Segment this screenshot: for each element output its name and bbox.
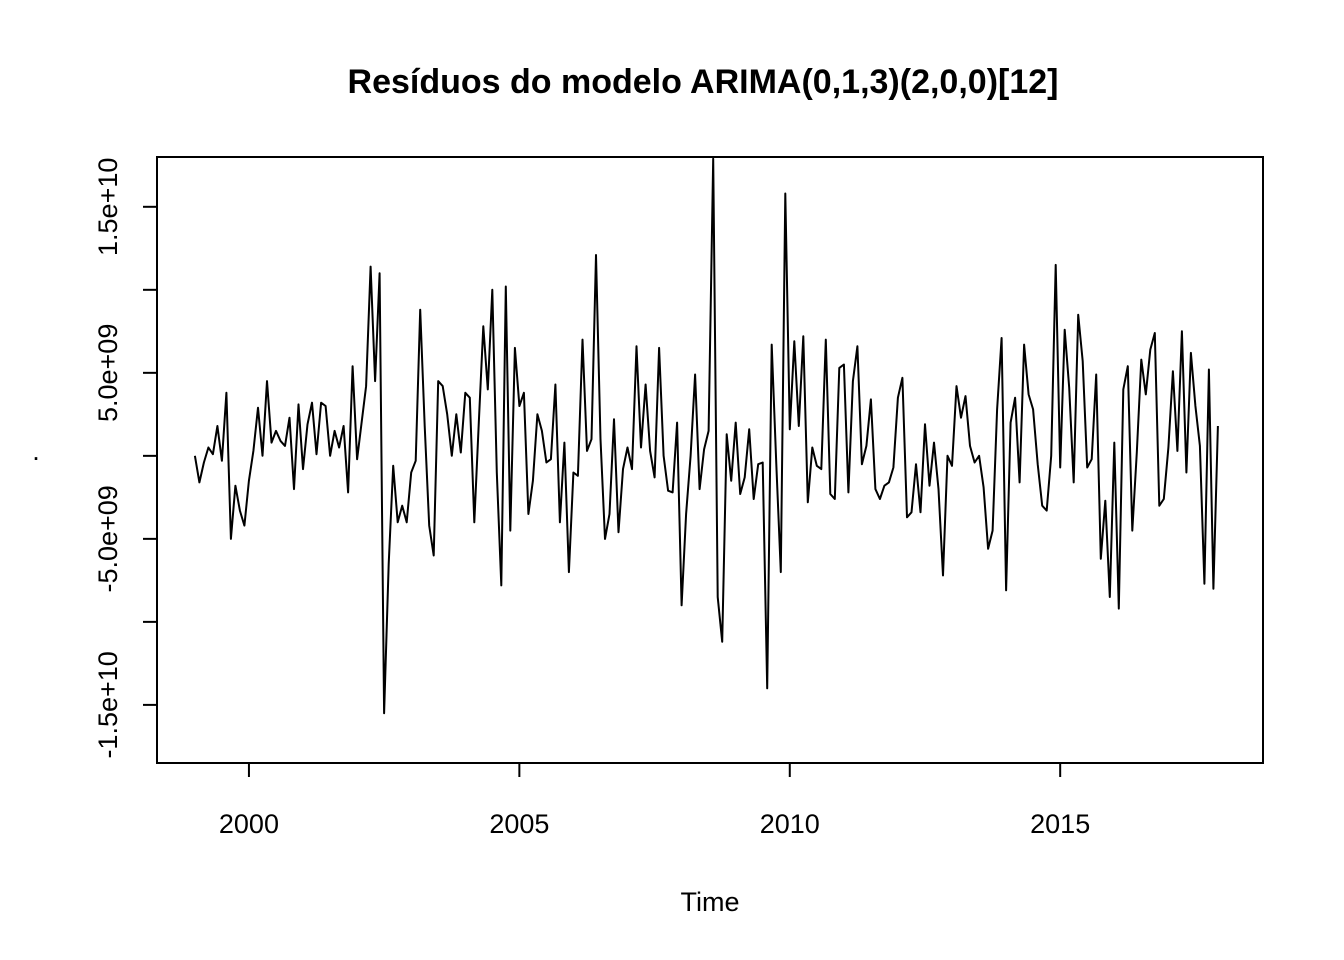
y-tick-label: 1.5e+10 <box>93 158 123 256</box>
plot-frame <box>156 156 1264 764</box>
y-tick-label: -1.5e+10 <box>93 651 123 758</box>
y-axis: -1.5e+10 -5.0e+09 5.0e+09 1.5e+10 <box>93 158 158 759</box>
x-tick-label: 2010 <box>760 809 820 839</box>
x-tick-label: 2005 <box>489 809 549 839</box>
x-tick-label: 2000 <box>219 809 279 839</box>
residuals-series-line <box>193 157 1219 715</box>
x-axis: 2000 2005 2010 2015 <box>219 762 1090 839</box>
x-tick-label: 2015 <box>1030 809 1090 839</box>
x-axis-label: Time <box>681 887 740 917</box>
y-axis-label: . <box>32 436 40 466</box>
y-tick-label: 5.0e+09 <box>93 324 123 422</box>
y-tick-label: -5.0e+09 <box>93 485 123 592</box>
chart-title: Resíduos do modelo ARIMA(0,1,3)(2,0,0)[1… <box>348 63 1059 101</box>
